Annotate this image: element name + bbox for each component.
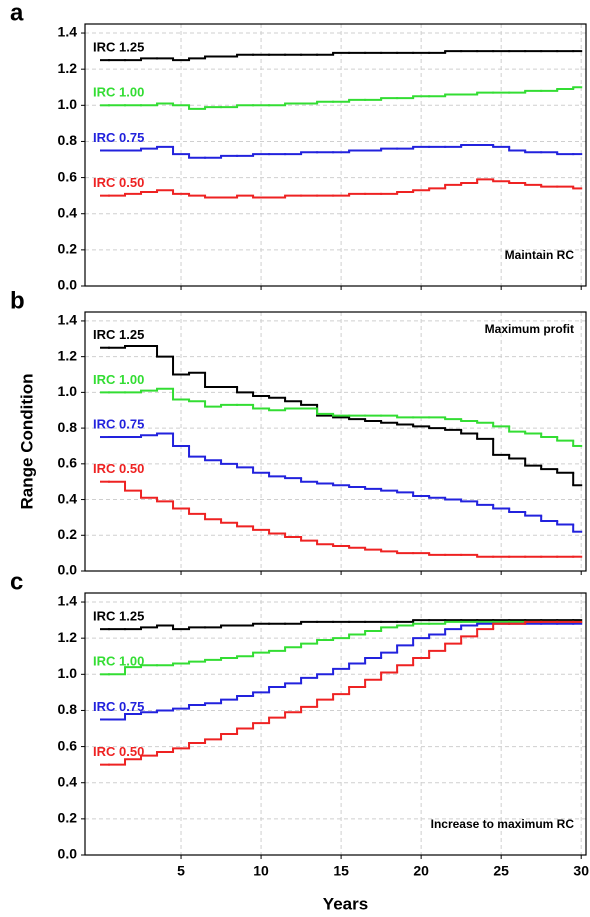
x-tick-label: 10	[253, 863, 269, 879]
y-tick-label: 0.0	[58, 846, 78, 862]
y-tick-label: 0.8	[58, 419, 78, 435]
series-label: IRC 1.00	[93, 654, 144, 669]
annotation: Maximum profit	[485, 322, 574, 336]
y-tick-label: 1.4	[58, 593, 78, 609]
y-tick-label: 0.4	[58, 490, 78, 506]
x-axis-label: Years	[323, 894, 368, 913]
x-tick-label: 20	[413, 863, 429, 879]
y-tick-label: 0.0	[58, 277, 78, 293]
y-tick-label: 0.6	[58, 455, 78, 471]
y-tick-label: 1.2	[58, 60, 78, 76]
series-label: IRC 0.75	[93, 416, 144, 431]
y-tick-label: 0.2	[58, 241, 78, 257]
plot-frame	[84, 311, 587, 572]
series-label: IRC 1.00	[93, 85, 144, 100]
series-label: IRC 1.25	[93, 40, 144, 55]
y-tick-label: 0.6	[58, 737, 78, 753]
y-tick-label: 1.0	[58, 665, 78, 681]
series-label: IRC 1.25	[93, 327, 144, 342]
y-tick-label: 0.4	[58, 204, 78, 220]
panel-label: b	[10, 287, 25, 314]
y-tick-label: 0.2	[58, 810, 78, 826]
y-tick-label: 1.0	[58, 96, 78, 112]
x-tick-label: 15	[333, 863, 349, 879]
y-tick-label: 0.2	[58, 526, 78, 542]
series-label: IRC 0.50	[93, 744, 144, 759]
y-tick-label: 1.0	[58, 383, 78, 399]
y-tick-label: 0.6	[58, 168, 78, 184]
y-tick-label: 1.4	[58, 24, 78, 40]
y-tick-label: 0.4	[58, 773, 78, 789]
y-tick-label: 0.0	[58, 562, 78, 578]
series-label: IRC 1.25	[93, 609, 144, 624]
annotation: Increase to maximum RC	[431, 817, 575, 831]
plot-frame	[84, 592, 587, 856]
series-label: IRC 0.75	[93, 130, 144, 145]
series-label: IRC 0.50	[93, 461, 144, 476]
y-axis-label: Range Condition	[17, 374, 36, 510]
panel-label: c	[10, 568, 23, 595]
plot-frame	[84, 23, 587, 287]
annotation: Maintain RC	[505, 248, 575, 262]
panel-label: a	[10, 0, 24, 26]
series-label: IRC 1.00	[93, 372, 144, 387]
y-tick-label: 1.2	[58, 347, 78, 363]
x-tick-label: 30	[573, 863, 589, 879]
series-label: IRC 0.75	[93, 699, 144, 714]
y-tick-label: 1.4	[58, 312, 78, 328]
y-tick-label: 1.2	[58, 629, 78, 645]
x-tick-label: 5	[177, 863, 185, 879]
x-tick-label: 25	[493, 863, 509, 879]
series-label: IRC 0.50	[93, 175, 144, 190]
y-tick-label: 0.8	[58, 132, 78, 148]
y-tick-label: 0.8	[58, 701, 78, 717]
